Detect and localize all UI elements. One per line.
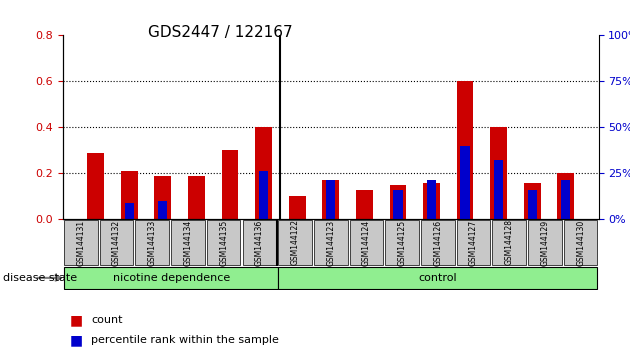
Text: percentile rank within the sample: percentile rank within the sample bbox=[91, 335, 279, 345]
Bar bbox=[326, 181, 335, 219]
FancyBboxPatch shape bbox=[64, 220, 98, 265]
Bar bbox=[457, 81, 473, 219]
Bar bbox=[158, 201, 168, 219]
FancyBboxPatch shape bbox=[135, 220, 169, 265]
FancyBboxPatch shape bbox=[421, 220, 455, 265]
Text: GSM144135: GSM144135 bbox=[219, 219, 228, 266]
FancyBboxPatch shape bbox=[350, 220, 383, 265]
FancyBboxPatch shape bbox=[100, 220, 134, 265]
FancyBboxPatch shape bbox=[207, 220, 241, 265]
Text: disease state: disease state bbox=[3, 273, 77, 283]
Bar bbox=[259, 171, 268, 219]
Bar bbox=[527, 189, 537, 219]
FancyBboxPatch shape bbox=[564, 220, 597, 265]
Bar bbox=[461, 146, 469, 219]
Text: count: count bbox=[91, 315, 123, 325]
Text: control: control bbox=[418, 273, 457, 283]
Bar bbox=[88, 153, 104, 219]
Bar bbox=[494, 160, 503, 219]
Bar bbox=[558, 173, 574, 219]
FancyBboxPatch shape bbox=[171, 220, 205, 265]
Bar bbox=[393, 189, 403, 219]
FancyBboxPatch shape bbox=[314, 220, 348, 265]
FancyBboxPatch shape bbox=[493, 220, 526, 265]
Bar bbox=[121, 171, 138, 219]
Bar bbox=[125, 203, 134, 219]
Bar bbox=[222, 150, 238, 219]
FancyBboxPatch shape bbox=[64, 267, 278, 289]
Bar bbox=[524, 183, 541, 219]
Text: GSM144127: GSM144127 bbox=[469, 219, 478, 266]
FancyBboxPatch shape bbox=[243, 220, 276, 265]
FancyBboxPatch shape bbox=[278, 220, 312, 265]
FancyBboxPatch shape bbox=[386, 220, 419, 265]
Text: GSM144136: GSM144136 bbox=[255, 219, 264, 266]
Text: GSM144133: GSM144133 bbox=[148, 219, 157, 266]
Text: GSM144132: GSM144132 bbox=[112, 219, 121, 266]
Bar bbox=[356, 189, 373, 219]
Text: GSM144131: GSM144131 bbox=[76, 219, 85, 266]
Text: GSM144123: GSM144123 bbox=[326, 219, 335, 266]
Text: GSM144128: GSM144128 bbox=[505, 219, 513, 266]
Bar bbox=[423, 183, 440, 219]
FancyBboxPatch shape bbox=[528, 220, 562, 265]
Bar bbox=[389, 185, 406, 219]
Text: GDS2447 / 122167: GDS2447 / 122167 bbox=[148, 25, 293, 40]
Text: GSM144122: GSM144122 bbox=[290, 219, 299, 266]
FancyBboxPatch shape bbox=[457, 220, 490, 265]
Bar bbox=[561, 181, 570, 219]
Text: GSM144134: GSM144134 bbox=[183, 219, 192, 266]
Bar bbox=[289, 196, 306, 219]
Bar bbox=[323, 181, 339, 219]
Text: ■: ■ bbox=[69, 333, 83, 347]
Text: nicotine dependence: nicotine dependence bbox=[113, 273, 230, 283]
Bar bbox=[154, 176, 171, 219]
Text: GSM144130: GSM144130 bbox=[576, 219, 585, 266]
Text: GSM144125: GSM144125 bbox=[398, 219, 406, 266]
Bar bbox=[490, 127, 507, 219]
FancyBboxPatch shape bbox=[278, 267, 597, 289]
Text: ■: ■ bbox=[69, 313, 83, 327]
Bar bbox=[427, 181, 436, 219]
Text: GSM144129: GSM144129 bbox=[541, 219, 549, 266]
Text: GSM144124: GSM144124 bbox=[362, 219, 371, 266]
Bar bbox=[255, 127, 272, 219]
Text: GSM144126: GSM144126 bbox=[433, 219, 442, 266]
Bar bbox=[188, 176, 205, 219]
